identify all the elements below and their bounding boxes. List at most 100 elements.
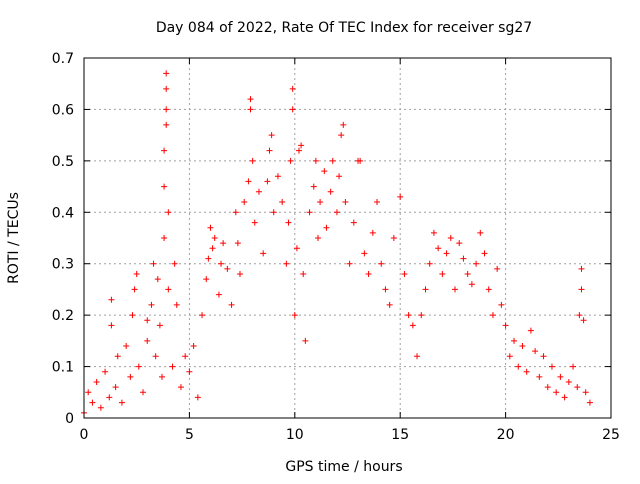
- grid-lines: [84, 58, 611, 418]
- data-point: [342, 199, 349, 205]
- data-point: [112, 384, 119, 391]
- data-point: [205, 255, 212, 262]
- x-tick-label: 10: [286, 427, 304, 443]
- data-point: [382, 286, 389, 293]
- data-point: [114, 353, 121, 360]
- data-point: [163, 85, 170, 92]
- data-point: [163, 70, 170, 77]
- data-point: [527, 327, 534, 334]
- data-point: [89, 399, 96, 406]
- data-point: [553, 389, 560, 396]
- data-point: [557, 373, 564, 380]
- data-point: [336, 173, 343, 180]
- data-point: [477, 229, 484, 236]
- data-point: [207, 224, 214, 231]
- data-point: [289, 106, 296, 113]
- data-point: [536, 373, 543, 380]
- data-point: [158, 373, 165, 380]
- data-point: [123, 343, 130, 349]
- data-point: [218, 260, 225, 267]
- data-point: [511, 337, 518, 344]
- x-tick-label: 15: [391, 427, 409, 443]
- data-point: [194, 394, 201, 401]
- data-point: [338, 132, 345, 139]
- data-point: [405, 312, 412, 319]
- data-point: [296, 147, 303, 154]
- data-point: [241, 199, 248, 205]
- data-point: [247, 96, 254, 103]
- data-point: [266, 147, 273, 154]
- data-point: [264, 178, 271, 185]
- data-point: [418, 312, 425, 319]
- data-point: [85, 389, 92, 396]
- data-point: [199, 312, 206, 319]
- data-point: [131, 286, 138, 293]
- data-point: [430, 229, 437, 236]
- data-point: [287, 157, 294, 164]
- data-point: [215, 291, 222, 298]
- data-point: [443, 250, 450, 257]
- plot-frame: [83, 57, 612, 419]
- data-point: [489, 312, 496, 319]
- data-point: [523, 368, 530, 375]
- data-point: [460, 255, 467, 262]
- data-point: [232, 209, 239, 216]
- data-point: [182, 353, 189, 360]
- y-tick-label: 0.7: [52, 51, 74, 67]
- data-point: [532, 348, 539, 355]
- data-point: [289, 85, 296, 92]
- data-point: [251, 219, 258, 226]
- y-axis-label: ROTI / TECUs: [6, 192, 22, 284]
- data-point: [323, 224, 330, 231]
- data-point: [291, 312, 298, 319]
- y-tick-label: 0.3: [52, 257, 74, 273]
- data-point: [302, 337, 309, 344]
- data-point: [161, 183, 168, 190]
- data-point: [102, 368, 109, 375]
- data-point: [236, 271, 243, 277]
- data-point: [186, 368, 193, 375]
- data-point: [163, 106, 170, 113]
- data-point: [224, 265, 231, 272]
- data-point: [401, 271, 408, 277]
- axis-ticks: 0 5 10 15 20 25 0 0.1 0.2 0.3 0.4 0.5 0.6 0.7: [52, 51, 620, 443]
- x-tick-label: 0: [80, 427, 89, 443]
- data-point: [586, 399, 593, 406]
- data-point: [118, 399, 125, 406]
- data-point: [274, 173, 281, 180]
- data-point: [321, 168, 328, 175]
- data-point: [365, 271, 372, 277]
- data-point: [173, 301, 180, 308]
- data-point: [456, 240, 463, 247]
- data-point: [228, 301, 235, 308]
- data-point: [540, 353, 547, 360]
- data-point: [127, 373, 134, 380]
- data-point: [293, 245, 300, 252]
- data-point: [270, 209, 277, 216]
- data-point: [473, 260, 480, 267]
- data-point: [161, 235, 168, 241]
- data-point: [249, 157, 256, 164]
- data-point: [285, 219, 292, 226]
- data-point: [329, 157, 336, 164]
- y-tick-label: 0: [65, 411, 74, 427]
- data-point: [300, 271, 307, 277]
- data-point: [148, 301, 155, 308]
- data-point: [582, 389, 589, 396]
- data-point: [435, 245, 442, 252]
- data-point: [108, 296, 115, 303]
- y-tick-label: 0.5: [52, 154, 74, 170]
- data-point: [150, 260, 157, 267]
- x-tick-label: 20: [497, 427, 515, 443]
- data-point: [350, 219, 357, 226]
- data-point: [268, 132, 275, 139]
- data-point: [574, 384, 581, 391]
- data-point: [298, 142, 305, 149]
- data-point: [165, 209, 172, 216]
- data-point: [464, 271, 471, 277]
- data-point: [133, 271, 140, 277]
- data-point: [422, 286, 429, 293]
- data-point: [580, 317, 587, 324]
- data-point: [245, 178, 252, 185]
